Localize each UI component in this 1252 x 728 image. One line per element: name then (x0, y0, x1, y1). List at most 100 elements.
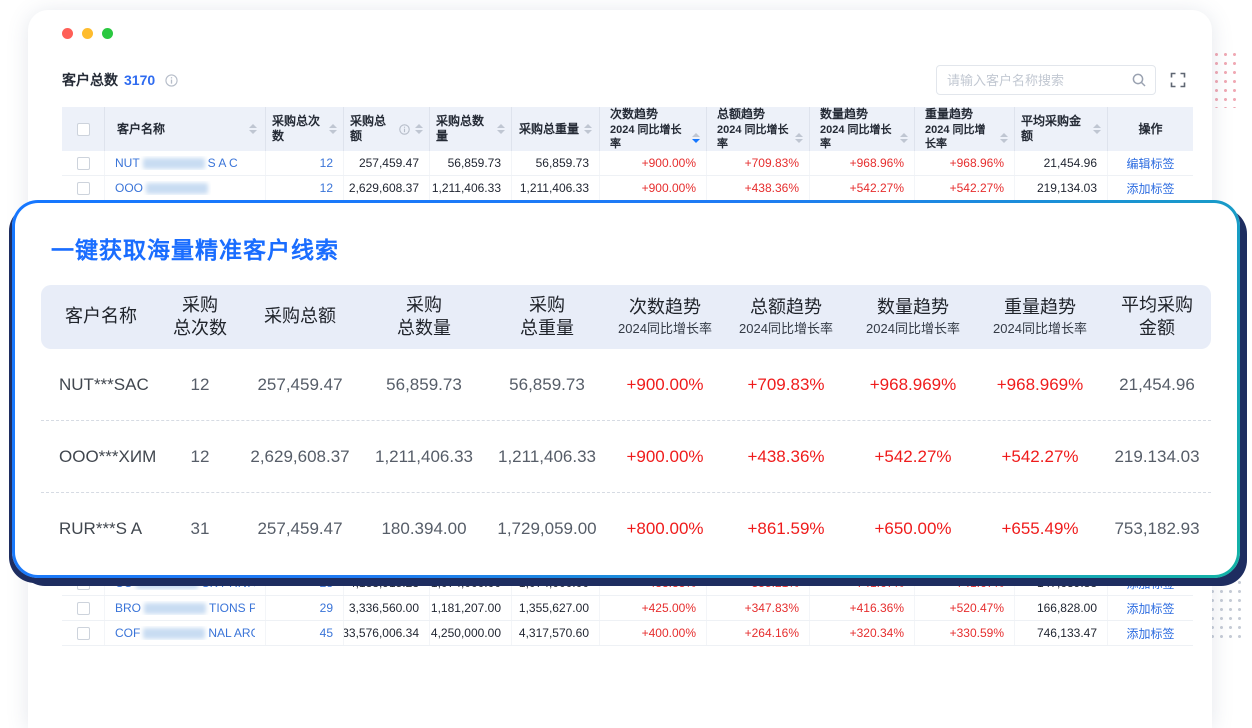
col-header-qty-trend[interactable]: 数量趋势 2024 同比增长率 (810, 107, 915, 152)
search-box (936, 65, 1156, 95)
table-row: OOO 12 2,629,608.37 1,211,406.33 1,211,4… (62, 176, 1193, 201)
col-header-purchase-qty[interactable]: 采购总数量 (430, 107, 512, 152)
tag-action-link[interactable]: 编辑标签 (1126, 156, 1175, 171)
search-icon[interactable] (1131, 72, 1147, 88)
tag-action-link[interactable]: 添加标签 (1126, 601, 1175, 616)
col-header-purchase-weight[interactable]: 采购总重量 (512, 107, 600, 152)
purchase-amount-cell: 257,459.47 (344, 151, 430, 175)
sort-icon[interactable] (900, 132, 908, 143)
page-title: 客户总数 3170 (62, 70, 178, 90)
purchase-amount-cell: 2,629,608.37 (250, 446, 350, 466)
average-amount-cell: 21,454.96 (1015, 151, 1108, 175)
customer-name-cell: RUR***S A (59, 519, 143, 538)
purchase-amount-cell: 4,133,915.23 (344, 571, 430, 595)
sort-icon[interactable] (497, 124, 505, 135)
tag-action-link[interactable]: 添加标签 (1126, 576, 1175, 591)
weight-trend-cell: +968.969% (996, 374, 1084, 394)
search-input[interactable] (936, 65, 1156, 95)
row-checkbox[interactable] (76, 601, 90, 615)
purchase-amount-cell: 257,459.47 (257, 519, 343, 538)
count-trend-cell: +900.00% (600, 151, 707, 175)
purchase-count-cell: 12 (190, 446, 210, 466)
col-header-action: 操作 (1138, 121, 1163, 136)
zoom-window-button[interactable] (102, 28, 113, 39)
purchase-weight-cell: 56,859.73 (509, 374, 585, 394)
redacted-name-blur (136, 577, 198, 589)
count-trend-cell: +900.00% (626, 374, 704, 394)
row-checkbox[interactable] (76, 626, 90, 640)
col-header-average-amount[interactable]: 平均采购金额 (1015, 107, 1108, 152)
fullscreen-icon[interactable] (1170, 72, 1186, 88)
amount-trend-cell: +709.83% (747, 374, 825, 394)
row-checkbox[interactable] (76, 181, 90, 195)
overlay-col-header: 采购 总次数 (173, 294, 227, 338)
table-header-row: 客户名称 采购总次数 采购总额 采购总数量 采购总重量 次数趋势 (62, 107, 1193, 152)
purchase-weight-cell: 1,355,627.00 (512, 596, 600, 620)
purchase-weight-cell: 56,859.73 (512, 151, 600, 175)
tag-action-link[interactable]: 添加标签 (1126, 626, 1175, 641)
average-amount-cell: 147,639.83 (1015, 571, 1108, 595)
redacted-name-blur (144, 602, 207, 614)
sort-icon[interactable] (1000, 132, 1008, 143)
sort-icon[interactable] (1093, 124, 1101, 135)
purchase-count-cell: 12 (266, 151, 344, 175)
purchase-qty-cell: 1,211,406.33 (375, 446, 473, 466)
purchase-amount-cell: 257,459.47 (257, 374, 343, 394)
decorative-dot-grid-top (1212, 50, 1242, 108)
weight-trend-cell: +655.49% (1001, 519, 1079, 538)
count-trend-cell: +425.00% (600, 596, 707, 620)
row-checkbox[interactable] (76, 156, 90, 170)
overlay-col-header: 平均采购 金额 (1121, 294, 1193, 338)
col-header-amount-trend[interactable]: 总额趋势 2024 同比增长率 (707, 107, 810, 152)
sort-icon[interactable] (415, 124, 423, 135)
row-checkbox[interactable] (76, 576, 90, 590)
window-controls (62, 28, 113, 39)
col-header-weight-trend[interactable]: 重量趋势 2024 同比增长率 (915, 107, 1015, 152)
average-amount-cell: 166,828.00 (1015, 596, 1108, 620)
col-header-count-trend[interactable]: 次数趋势 2024 同比增长率 (600, 107, 707, 152)
weight-trend-cell: +741.67% (915, 571, 1015, 595)
purchase-count-cell: 31 (190, 519, 210, 538)
purchase-qty-cell: 4,250,000.00 (430, 621, 512, 645)
info-icon[interactable] (165, 73, 178, 87)
customer-name-cell: NUT***SAC (59, 374, 149, 394)
sort-icon[interactable] (795, 132, 803, 143)
select-all-checkbox[interactable] (76, 122, 90, 136)
amount-trend-cell: +264.16% (707, 621, 810, 645)
tag-action-link[interactable]: 添加标签 (1126, 181, 1175, 196)
customer-name-link[interactable]: OOO (115, 181, 211, 195)
count-trend-cell: +900.00% (626, 446, 704, 466)
weight-trend-cell: +542.27% (1001, 446, 1079, 466)
purchase-qty-cell: 1,211,406.33 (430, 176, 512, 200)
col-header-customer-name[interactable]: 客户名称 (105, 107, 266, 152)
qty-trend-cell: +650.00% (874, 519, 952, 538)
average-amount-cell: 21,454.96 (1119, 374, 1195, 394)
customer-name-link[interactable]: NUT S A C (115, 156, 238, 170)
purchase-weight-cell: 1,211,406.33 (512, 176, 600, 200)
overlay-col-header: 数量趋势 2024同比增长率 (866, 296, 960, 337)
sort-icon[interactable] (329, 124, 337, 135)
sort-icon[interactable] (584, 124, 592, 135)
col-header-purchase-count[interactable]: 采购总次数 (266, 107, 344, 152)
close-window-button[interactable] (62, 28, 73, 39)
minimize-window-button[interactable] (82, 28, 93, 39)
sort-icon[interactable] (249, 124, 257, 135)
overlay-table-row: NUT***SAC 12 257,459.47 56,859.73 56,859… (41, 349, 1211, 421)
amount-trend-cell: +709.83% (707, 151, 810, 175)
col-header-purchase-amount[interactable]: 采购总额 (344, 107, 430, 152)
sort-icon-active[interactable] (692, 132, 700, 143)
qty-trend-cell: +968.969% (869, 374, 957, 394)
info-icon[interactable] (399, 123, 410, 135)
count-trend-cell: +900.00% (600, 176, 707, 200)
overlay-table-body: NUT***SAC 12 257,459.47 56,859.73 56,859… (41, 349, 1211, 565)
qty-trend-cell: +968.96% (810, 151, 915, 175)
purchase-weight-cell: 4,317,570.60 (512, 621, 600, 645)
promo-overlay-card: 一键获取海量精准客户线索 客户名称 采购 总次数 采购总额 采购 总数量 采购 … (12, 200, 1240, 578)
purchase-qty-cell: 56,859.73 (430, 151, 512, 175)
purchase-amount-cell: 2,629,608.37 (344, 176, 430, 200)
